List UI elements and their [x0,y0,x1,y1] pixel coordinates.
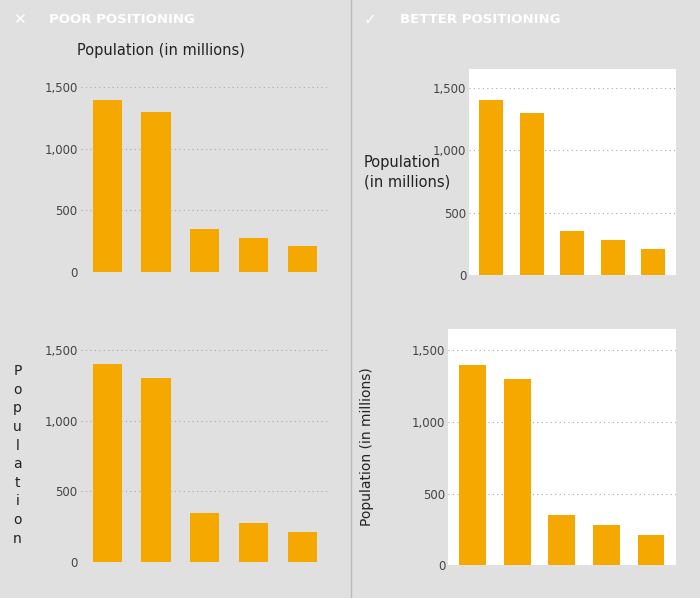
Bar [601,240,625,275]
Text: Population (in millions): Population (in millions) [77,43,245,58]
Text: i: i [15,495,20,508]
Text: a: a [13,457,22,471]
Bar [239,523,268,562]
Bar [560,231,584,275]
Text: u: u [13,420,22,434]
Text: BETTER POSITIONING: BETTER POSITIONING [400,13,561,26]
Bar [239,237,268,272]
Text: ✓: ✓ [364,12,377,27]
Bar [638,535,664,565]
Bar [288,246,317,272]
Bar [641,249,666,275]
Bar [190,229,219,272]
Bar [288,532,317,562]
Text: p: p [13,401,22,415]
Bar [92,364,122,562]
Bar [504,379,531,565]
Bar [593,525,620,565]
Text: o: o [13,383,22,396]
Text: l: l [15,438,20,453]
Bar [190,512,219,562]
Bar [519,112,544,275]
Text: t: t [15,476,20,490]
Text: ✕: ✕ [13,12,26,27]
Text: POOR POSITIONING: POOR POSITIONING [49,13,195,26]
Bar [141,379,171,562]
Text: o: o [13,513,22,527]
Text: P: P [13,364,22,378]
Bar [479,100,503,275]
Text: n: n [13,532,22,546]
Bar [548,515,575,565]
Bar [92,100,122,272]
Text: Population (in millions): Population (in millions) [360,368,374,526]
Bar [141,112,171,272]
Bar [459,365,486,565]
Text: Population
(in millions): Population (in millions) [364,155,450,189]
